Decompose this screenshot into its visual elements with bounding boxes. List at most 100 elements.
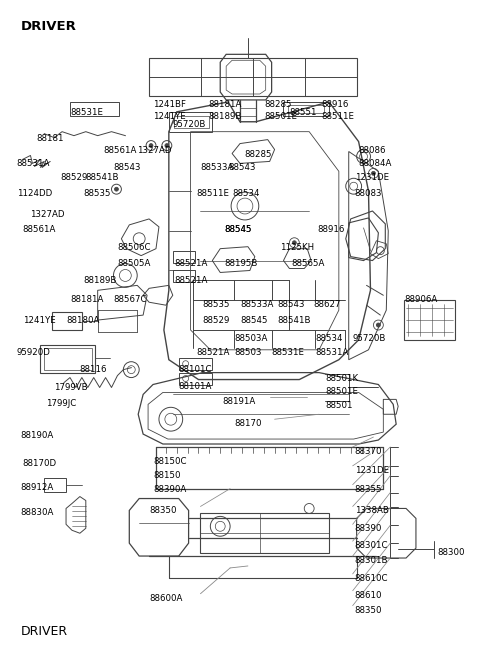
Text: 88101C: 88101C bbox=[179, 365, 212, 374]
Bar bbox=[40, 345, 95, 373]
Text: 88084A: 88084A bbox=[359, 159, 392, 168]
Circle shape bbox=[292, 241, 296, 245]
Text: 88191A: 88191A bbox=[222, 398, 255, 406]
Bar bbox=[173, 251, 194, 263]
Text: 88180A: 88180A bbox=[66, 316, 99, 325]
Circle shape bbox=[376, 323, 380, 327]
Text: 88600A: 88600A bbox=[149, 593, 182, 603]
Text: 88545: 88545 bbox=[224, 225, 252, 234]
Text: 88531E: 88531E bbox=[70, 108, 103, 117]
Text: 88916: 88916 bbox=[321, 100, 348, 109]
Text: 88511E: 88511E bbox=[196, 189, 229, 198]
Text: 88506C: 88506C bbox=[118, 243, 151, 252]
Text: 88543: 88543 bbox=[113, 163, 141, 172]
Text: 1327AD: 1327AD bbox=[30, 210, 65, 219]
Text: 88181A: 88181A bbox=[208, 100, 242, 109]
Text: 88285: 88285 bbox=[244, 149, 272, 159]
Text: 88545: 88545 bbox=[240, 316, 267, 325]
Circle shape bbox=[165, 143, 169, 147]
Bar bbox=[179, 373, 212, 384]
Text: 88350: 88350 bbox=[149, 506, 177, 515]
Text: 88521A: 88521A bbox=[196, 348, 230, 357]
Text: 88083: 88083 bbox=[355, 189, 382, 198]
Text: 88565A: 88565A bbox=[291, 259, 325, 268]
Text: 88541B: 88541B bbox=[86, 174, 120, 182]
Text: DRIVER: DRIVER bbox=[21, 626, 68, 639]
Bar bbox=[70, 102, 120, 116]
Text: 88181: 88181 bbox=[36, 134, 64, 143]
Text: 88610C: 88610C bbox=[355, 574, 388, 583]
Text: 88561A: 88561A bbox=[104, 145, 137, 155]
Bar bbox=[284, 102, 329, 116]
Text: 88390A: 88390A bbox=[153, 485, 186, 494]
Text: 88610: 88610 bbox=[355, 591, 382, 600]
Bar bbox=[149, 58, 357, 96]
Text: 88533A: 88533A bbox=[240, 300, 274, 309]
Text: 1124DD: 1124DD bbox=[17, 189, 52, 198]
Text: 88190A: 88190A bbox=[21, 431, 54, 440]
Circle shape bbox=[372, 172, 375, 176]
Text: 88531E: 88531E bbox=[272, 348, 305, 357]
Text: 88086: 88086 bbox=[359, 145, 386, 155]
Bar bbox=[179, 358, 212, 369]
Text: 1241BF: 1241BF bbox=[153, 100, 186, 109]
Text: 95720B: 95720B bbox=[173, 120, 206, 129]
Bar bbox=[174, 116, 209, 128]
Text: 88501E: 88501E bbox=[325, 388, 358, 396]
Text: DRIVER: DRIVER bbox=[21, 20, 76, 33]
Text: 88503A: 88503A bbox=[234, 334, 267, 343]
Text: 88533A: 88533A bbox=[201, 163, 234, 172]
Text: 88150: 88150 bbox=[153, 471, 180, 479]
Text: 88529: 88529 bbox=[203, 316, 230, 325]
Text: 88505A: 88505A bbox=[118, 259, 151, 268]
Text: 88116: 88116 bbox=[80, 365, 108, 374]
Text: 88301B: 88301B bbox=[355, 556, 388, 565]
Text: 88501K: 88501K bbox=[325, 373, 358, 383]
Text: 88521A: 88521A bbox=[175, 276, 208, 286]
Text: 88916: 88916 bbox=[317, 225, 345, 234]
Text: 88906A: 88906A bbox=[404, 295, 437, 305]
Text: 88170: 88170 bbox=[234, 419, 262, 428]
Text: 88567C: 88567C bbox=[113, 295, 147, 305]
Text: 88181A: 88181A bbox=[70, 295, 103, 305]
Text: 95720B: 95720B bbox=[353, 334, 386, 343]
Text: 88501: 88501 bbox=[325, 402, 352, 411]
Text: 1799JC: 1799JC bbox=[46, 400, 76, 408]
Text: 88285: 88285 bbox=[264, 100, 292, 109]
Text: 88189B: 88189B bbox=[84, 276, 117, 286]
Text: 88511E: 88511E bbox=[321, 112, 354, 121]
Text: 1231DE: 1231DE bbox=[355, 174, 389, 182]
Text: 88545: 88545 bbox=[224, 225, 252, 234]
Text: 1241YE: 1241YE bbox=[23, 316, 55, 325]
Circle shape bbox=[149, 143, 153, 147]
Text: 88300: 88300 bbox=[438, 548, 465, 557]
Text: 1125KH: 1125KH bbox=[279, 243, 313, 252]
Text: 88535: 88535 bbox=[84, 189, 111, 198]
Text: 1231DE: 1231DE bbox=[355, 466, 389, 475]
Text: 88501E: 88501E bbox=[264, 112, 298, 121]
Text: 88531A: 88531A bbox=[315, 348, 348, 357]
Text: 88170D: 88170D bbox=[23, 459, 57, 468]
Text: 1327AD: 1327AD bbox=[137, 145, 172, 155]
Bar bbox=[288, 105, 324, 113]
Text: 88912A: 88912A bbox=[21, 483, 54, 492]
Bar bbox=[44, 477, 66, 492]
Text: 88350: 88350 bbox=[355, 606, 382, 614]
Bar bbox=[52, 312, 82, 330]
Bar bbox=[173, 271, 194, 282]
Text: 88521A: 88521A bbox=[175, 259, 208, 268]
Circle shape bbox=[114, 187, 119, 191]
Bar bbox=[169, 112, 212, 132]
Bar bbox=[404, 300, 456, 340]
Text: 88534: 88534 bbox=[315, 334, 343, 343]
Text: 95920D: 95920D bbox=[17, 348, 50, 357]
Text: 88390: 88390 bbox=[355, 524, 382, 533]
Text: 88503: 88503 bbox=[234, 348, 262, 357]
Text: 88543: 88543 bbox=[228, 163, 256, 172]
Text: 88535: 88535 bbox=[203, 300, 230, 309]
Text: 1338AB: 1338AB bbox=[355, 506, 388, 515]
Text: 88301C: 88301C bbox=[355, 541, 388, 550]
Bar bbox=[44, 348, 92, 369]
Text: 88370: 88370 bbox=[355, 447, 382, 456]
Bar bbox=[201, 514, 329, 553]
